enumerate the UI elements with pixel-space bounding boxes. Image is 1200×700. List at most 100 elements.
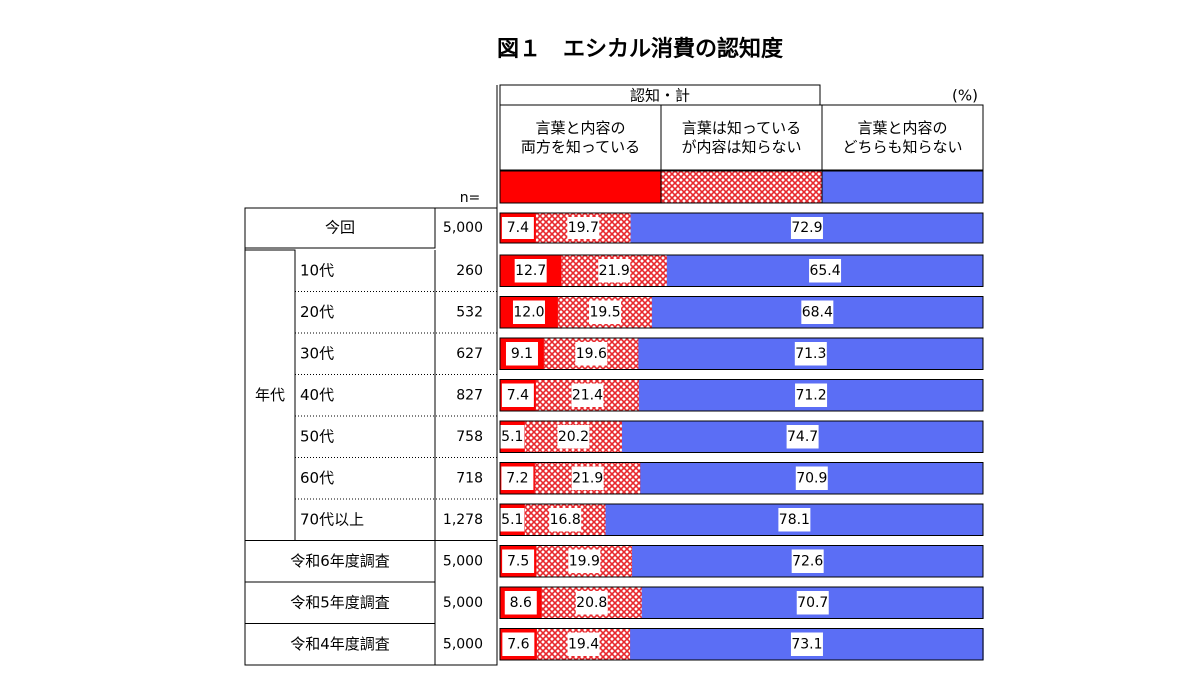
value-label: 9.1 bbox=[511, 346, 533, 362]
row-label: 50代 bbox=[300, 427, 334, 445]
value-label-bg bbox=[575, 591, 608, 615]
value-label-bg bbox=[786, 425, 819, 449]
value-label: 19.7 bbox=[568, 220, 599, 236]
value-label-bg bbox=[501, 217, 534, 239]
value-label: 8.6 bbox=[510, 595, 532, 611]
value-label: 70.7 bbox=[797, 595, 828, 611]
row-label: 30代 bbox=[300, 344, 334, 362]
n-label: n= bbox=[460, 190, 481, 206]
row-label: 60代 bbox=[300, 469, 334, 487]
legend-label-box: 言葉と内容の 両方を知っている bbox=[520, 119, 641, 156]
value-label: 19.6 bbox=[576, 346, 607, 362]
value-label: 5.1 bbox=[501, 512, 523, 528]
value-label-bg bbox=[795, 383, 828, 407]
group-label: 年代 bbox=[255, 386, 285, 404]
bar-outline bbox=[499, 545, 984, 578]
value-label: 7.4 bbox=[507, 387, 529, 403]
value-label: 7.2 bbox=[506, 470, 528, 486]
value-label: 78.1 bbox=[779, 512, 810, 528]
value-label: 21.4 bbox=[572, 387, 603, 403]
n-value: 758 bbox=[456, 429, 483, 445]
value-label-bg bbox=[571, 466, 604, 490]
value-label-bg bbox=[801, 300, 834, 324]
value-label-bg bbox=[514, 259, 547, 283]
value-label: 21.9 bbox=[572, 470, 603, 486]
value-label-bg bbox=[567, 217, 600, 239]
value-label-bg bbox=[512, 300, 545, 324]
value-label: 74.7 bbox=[787, 429, 818, 445]
value-label: 70.9 bbox=[796, 470, 827, 486]
value-label-bg bbox=[796, 591, 829, 615]
n-value: 1,278 bbox=[443, 512, 483, 528]
value-label-bg bbox=[790, 632, 823, 656]
value-label: 72.6 bbox=[792, 553, 823, 569]
row-label: 20代 bbox=[300, 303, 334, 321]
legend-label: 言葉と内容の 両方を知っている bbox=[520, 119, 641, 156]
value-label: 19.9 bbox=[569, 553, 600, 569]
value-label-bg bbox=[575, 342, 608, 366]
value-label-bg bbox=[589, 300, 622, 324]
legend-group-label: 認知・計 bbox=[630, 87, 690, 105]
value-label: 7.4 bbox=[507, 220, 529, 236]
value-label-bg bbox=[504, 591, 537, 615]
n-value: 827 bbox=[456, 387, 483, 403]
value-label-bg bbox=[567, 632, 600, 656]
value-label-bg bbox=[502, 549, 535, 573]
n-value: 718 bbox=[456, 470, 483, 486]
row-label: 40代 bbox=[300, 386, 334, 404]
value-label-bg bbox=[778, 508, 811, 532]
n-value: 260 bbox=[456, 263, 483, 279]
row-label: 70代以上 bbox=[300, 510, 364, 528]
value-label-bg bbox=[598, 259, 631, 283]
bar-outline bbox=[499, 420, 984, 453]
bar-outline bbox=[499, 212, 984, 244]
value-label: 73.1 bbox=[791, 636, 822, 652]
value-label: 20.8 bbox=[576, 595, 607, 611]
n-value: 532 bbox=[456, 304, 483, 320]
row-label: 令和5年度調査 bbox=[290, 593, 390, 611]
n-value: 5,000 bbox=[443, 636, 483, 652]
value-label: 72.9 bbox=[791, 220, 822, 236]
value-label-bg bbox=[502, 632, 535, 656]
value-label-bg bbox=[809, 259, 842, 283]
value-label: 19.5 bbox=[589, 304, 620, 320]
bar-outline bbox=[499, 503, 984, 536]
value-label-bg bbox=[505, 342, 538, 366]
bar-outline bbox=[499, 379, 984, 412]
bar-outline bbox=[499, 586, 984, 619]
unit-label: (%) bbox=[952, 87, 978, 105]
value-label: 68.4 bbox=[802, 304, 833, 320]
value-label: 7.6 bbox=[507, 636, 529, 652]
bar-outline bbox=[499, 296, 984, 329]
bar-outline bbox=[499, 337, 984, 370]
value-label-bg bbox=[496, 425, 529, 449]
value-label: 19.4 bbox=[568, 636, 599, 652]
value-label-bg bbox=[571, 383, 604, 407]
legend-label: 言葉は知っている が内容は知らない bbox=[681, 119, 802, 156]
value-label-bg bbox=[791, 549, 824, 573]
bar-outline bbox=[499, 628, 984, 661]
legend-label-box: 言葉と内容の どちらも知らない bbox=[842, 119, 963, 156]
value-label-bg bbox=[568, 549, 601, 573]
value-label: 21.9 bbox=[599, 263, 630, 279]
value-label-bg bbox=[549, 508, 582, 532]
legend-label: 言葉と内容の どちらも知らない bbox=[842, 119, 963, 156]
n-value: 5,000 bbox=[443, 553, 483, 569]
row-label: 令和4年度調査 bbox=[290, 635, 390, 653]
n-value: 5,000 bbox=[443, 220, 483, 236]
n-value: 627 bbox=[456, 346, 483, 362]
row-label: 10代 bbox=[300, 261, 334, 279]
value-label-bg bbox=[795, 466, 828, 490]
value-label: 5.1 bbox=[501, 429, 523, 445]
value-label: 71.2 bbox=[795, 387, 826, 403]
value-label-bg bbox=[794, 342, 827, 366]
bar-outline bbox=[499, 254, 984, 287]
legend-swatch bbox=[821, 170, 984, 204]
value-label: 20.2 bbox=[558, 429, 589, 445]
value-label: 12.7 bbox=[515, 263, 546, 279]
n-value: 5,000 bbox=[443, 595, 483, 611]
value-label-bg bbox=[790, 217, 823, 239]
value-label-bg bbox=[501, 383, 534, 407]
legend-swatch bbox=[660, 170, 823, 204]
